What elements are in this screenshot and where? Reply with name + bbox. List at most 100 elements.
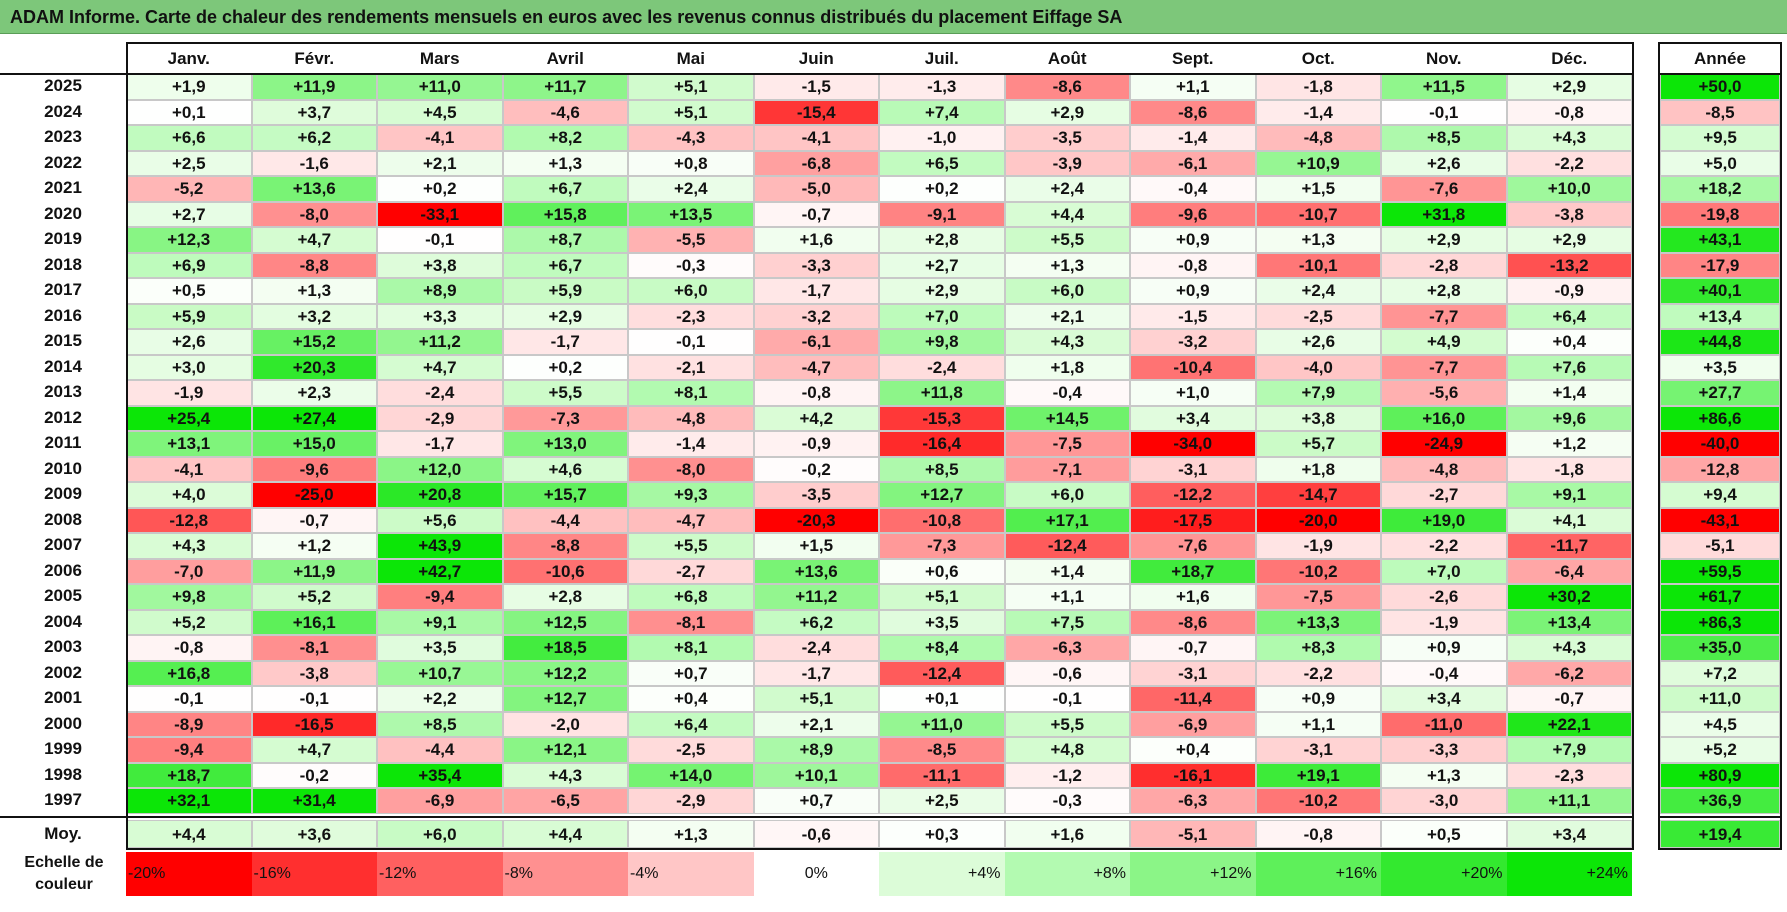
heatmap-cell: +3,5 bbox=[879, 609, 1005, 635]
color-scale-stop: +20% bbox=[1381, 852, 1507, 896]
heatmap-cell: -4,7 bbox=[753, 354, 879, 380]
heatmap-cell: -4,8 bbox=[1381, 456, 1507, 482]
heatmap-cell: +2,5 bbox=[126, 150, 252, 176]
heatmap-cell: +5,5 bbox=[502, 380, 628, 406]
heatmap-cell: +12,3 bbox=[126, 227, 252, 253]
heatmap-cell: +4,3 bbox=[502, 762, 628, 788]
heatmap-cell: +2,6 bbox=[1381, 150, 1507, 176]
heatmap-cell: +6,8 bbox=[628, 584, 754, 610]
heatmap-cell: +8,4 bbox=[879, 635, 1005, 661]
heatmap-cell: -6,8 bbox=[753, 150, 879, 176]
heatmap-cell: +15,7 bbox=[502, 482, 628, 508]
year-label: 2001 bbox=[44, 688, 82, 707]
heatmap-cell: +8,3 bbox=[1255, 635, 1381, 661]
heatmap-cell: +2,4 bbox=[1255, 278, 1381, 304]
heatmap-cell: +0,9 bbox=[1130, 278, 1256, 304]
heatmap-cell: +8,5 bbox=[377, 711, 503, 737]
heatmap-cell: -6,3 bbox=[1130, 788, 1256, 814]
heatmap-cell: +2,1 bbox=[1004, 303, 1130, 329]
heatmap-cell: -12,8 bbox=[126, 507, 252, 533]
month-header: Août bbox=[1047, 49, 1087, 68]
heatmap-cell: -7,5 bbox=[1255, 584, 1381, 610]
color-scale-stop: +4% bbox=[879, 852, 1005, 896]
heatmap-cell: +0,4 bbox=[1506, 329, 1632, 355]
heatmap-cell: -2,1 bbox=[628, 354, 754, 380]
heatmap-cell: +0,7 bbox=[628, 660, 754, 686]
heatmap-cell: +1,5 bbox=[1255, 176, 1381, 202]
heatmap-cell: +19,1 bbox=[1255, 762, 1381, 788]
heatmap-cell: +4,3 bbox=[1004, 329, 1130, 355]
heatmap-cell: +2,2 bbox=[377, 686, 503, 712]
annual-cell: +36,9 bbox=[1660, 788, 1780, 814]
heatmap-cell: -0,1 bbox=[628, 329, 754, 355]
heatmap-cell: +4,3 bbox=[1506, 635, 1632, 661]
heatmap-cell: +6,0 bbox=[1004, 278, 1130, 304]
heatmap-cell: +7,9 bbox=[1255, 380, 1381, 406]
annual-cell: +27,7 bbox=[1660, 380, 1780, 406]
annual-header-separator bbox=[1658, 73, 1782, 75]
heatmap-cell: -8,0 bbox=[251, 201, 377, 227]
heatmap-cell: -7,6 bbox=[1381, 176, 1507, 202]
heatmap-cell: +7,9 bbox=[1506, 737, 1632, 763]
annual-cell: +86,6 bbox=[1660, 405, 1780, 431]
heatmap-cell: -7,6 bbox=[1130, 533, 1256, 559]
heatmap-cell: +1,1 bbox=[1004, 584, 1130, 610]
year-label: 2018 bbox=[44, 254, 82, 274]
heatmap-cell: -3,1 bbox=[1130, 660, 1256, 686]
heatmap-cell: -8,6 bbox=[1004, 74, 1130, 100]
heatmap-cell: -1,7 bbox=[502, 329, 628, 355]
average-cell: +1,6 bbox=[1004, 819, 1130, 848]
year-label: 2021 bbox=[44, 178, 82, 197]
chart-title: ADAM Informe. Carte de chaleur des rende… bbox=[10, 7, 1123, 27]
heatmap-cell: +2,4 bbox=[1004, 176, 1130, 202]
annual-cell: -5,1 bbox=[1660, 533, 1780, 559]
annual-cell: -12,8 bbox=[1660, 456, 1780, 482]
heatmap-cell: -6,5 bbox=[502, 788, 628, 814]
heatmap-cell: -7,7 bbox=[1381, 354, 1507, 380]
heatmap-cell: +5,9 bbox=[502, 278, 628, 304]
heatmap-cell: +11,9 bbox=[251, 74, 377, 100]
heatmap-cell: -6,1 bbox=[753, 329, 879, 355]
heatmap-cell: -2,0 bbox=[502, 711, 628, 737]
heatmap-cell: -0,1 bbox=[1004, 686, 1130, 712]
heatmap-cell: -13,2 bbox=[1506, 252, 1632, 278]
heatmap-cell: -9,6 bbox=[1130, 201, 1256, 227]
heatmap-cell: -4,4 bbox=[377, 737, 503, 763]
month-header: Févr. bbox=[294, 49, 335, 68]
year-label: 2024 bbox=[44, 101, 82, 121]
heatmap-cell: +3,0 bbox=[126, 354, 252, 380]
heatmap-cell: +2,6 bbox=[1255, 329, 1381, 355]
heatmap-cell: +3,8 bbox=[377, 252, 503, 278]
heatmap-cell: +3,2 bbox=[251, 303, 377, 329]
heatmap-cell: -24,9 bbox=[1381, 431, 1507, 457]
average-cell: +1,3 bbox=[628, 819, 754, 848]
heatmap-cell: +1,6 bbox=[1130, 584, 1256, 610]
heatmap-cell: +5,1 bbox=[628, 74, 754, 100]
heatmap-cell: -2,2 bbox=[1255, 660, 1381, 686]
heatmap-cell: -4,4 bbox=[502, 507, 628, 533]
heatmap-cell: +18,7 bbox=[126, 762, 252, 788]
heatmap-cell: -1,0 bbox=[879, 125, 1005, 151]
heatmap-cell: +0,2 bbox=[377, 176, 503, 202]
heatmap-cell: +2,6 bbox=[126, 329, 252, 355]
heatmap-cell: -9,1 bbox=[879, 201, 1005, 227]
heatmap-cell: +10,7 bbox=[377, 660, 503, 686]
heatmap-cell: +3,3 bbox=[377, 303, 503, 329]
year-label: 2002 bbox=[44, 662, 82, 682]
color-scale-label: Echelle de couleur bbox=[24, 854, 104, 893]
heatmap-cell: +13,4 bbox=[1506, 609, 1632, 635]
heatmap-cell: +8,1 bbox=[628, 635, 754, 661]
heatmap-cell: -1,8 bbox=[1255, 74, 1381, 100]
heatmap-cell: +11,9 bbox=[251, 558, 377, 584]
annual-cell: -17,9 bbox=[1660, 252, 1780, 278]
year-label: 2007 bbox=[44, 535, 82, 554]
heatmap-cell: +1,5 bbox=[753, 533, 879, 559]
heatmap-cell: +6,7 bbox=[502, 252, 628, 278]
heatmap-cell: -4,6 bbox=[502, 99, 628, 125]
heatmap-cell: -1,6 bbox=[251, 150, 377, 176]
heatmap-cell: +2,8 bbox=[879, 227, 1005, 253]
heatmap-cell: +10,9 bbox=[1255, 150, 1381, 176]
heatmap-cell: +8,9 bbox=[753, 737, 879, 763]
color-scale-stop: +16% bbox=[1255, 852, 1381, 896]
heatmap-cell: -0,7 bbox=[1130, 635, 1256, 661]
